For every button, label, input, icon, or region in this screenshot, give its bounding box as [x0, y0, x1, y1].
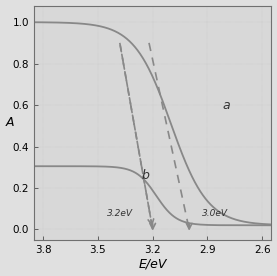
Text: b: b: [141, 169, 149, 182]
X-axis label: E/eV: E/eV: [138, 258, 167, 270]
Text: a: a: [222, 99, 230, 112]
Y-axis label: A: A: [6, 116, 14, 129]
Text: 3.0eV: 3.0eV: [202, 209, 228, 218]
Text: 3.2eV: 3.2eV: [107, 209, 133, 218]
